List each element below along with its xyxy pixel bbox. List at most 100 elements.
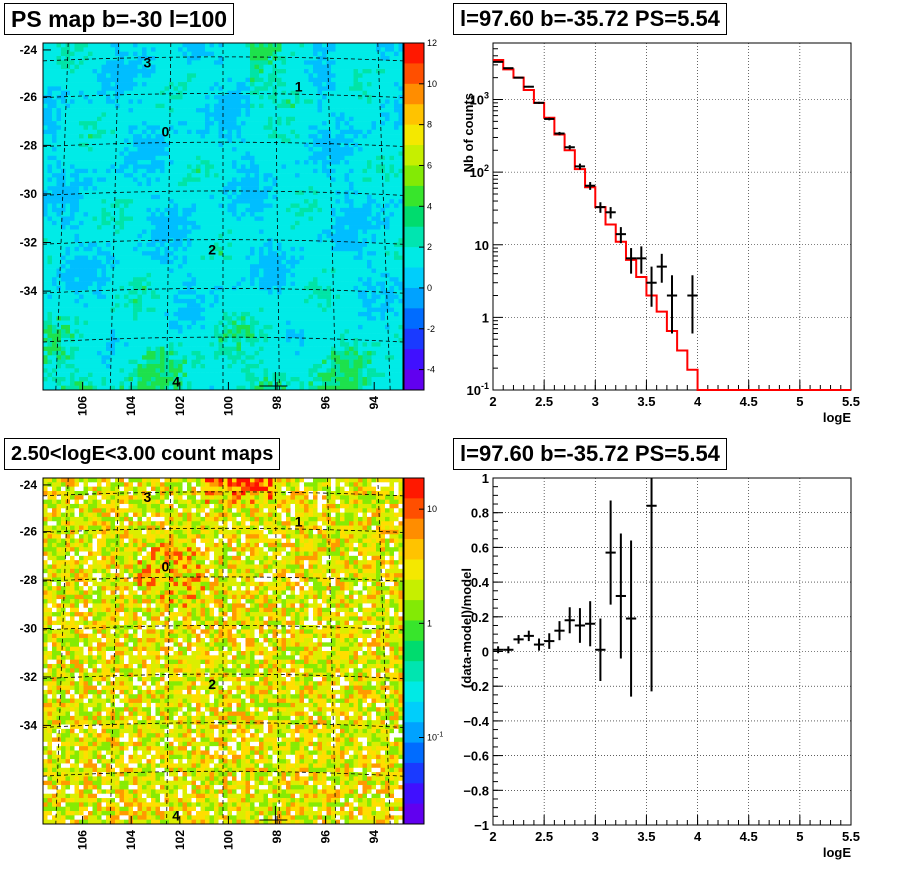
heat-cell <box>317 60 323 65</box>
heat-cell <box>200 151 206 157</box>
heat-cell <box>358 112 363 118</box>
heat-cell <box>232 298 237 304</box>
heat-cell <box>151 51 156 57</box>
heat-cell <box>236 294 242 300</box>
heat-cell <box>47 43 53 48</box>
heat-cell <box>308 251 314 256</box>
heat-cell <box>218 203 224 209</box>
heat-cell <box>286 203 291 209</box>
heat-cell <box>88 151 93 157</box>
heat-cell <box>164 60 170 65</box>
heat-cell <box>263 103 269 109</box>
heat-cell <box>101 285 107 291</box>
heat-cell <box>236 220 242 226</box>
heat-cell <box>151 103 156 109</box>
heat-cell <box>43 43 48 48</box>
heat-cell <box>155 112 161 118</box>
heat-cell <box>245 134 251 139</box>
heat-cell <box>61 194 66 200</box>
heat-cell <box>232 43 237 48</box>
heat-cell <box>349 307 354 313</box>
heat-cell <box>304 112 309 118</box>
heat-cell <box>376 125 381 131</box>
heat-cell <box>380 99 386 105</box>
heat-cell <box>128 173 134 178</box>
heat-cell <box>124 272 129 278</box>
heat-cell <box>335 229 341 235</box>
heat-cell <box>178 142 183 148</box>
heat-cell <box>209 95 215 100</box>
heat-cell <box>146 307 152 313</box>
heat-cell <box>286 233 291 239</box>
heat-cell <box>173 307 179 313</box>
heat-cell <box>227 116 233 122</box>
heat-cell <box>110 277 116 282</box>
heat-cell <box>232 281 237 287</box>
heat-cell <box>47 69 53 74</box>
heat-cell <box>344 164 350 170</box>
heat-cell <box>110 99 116 105</box>
heat-cell <box>83 43 89 48</box>
heat-cell <box>335 259 341 265</box>
heat-cell <box>358 177 363 183</box>
heat-cell <box>209 138 215 144</box>
heat-cell <box>142 186 147 191</box>
heat-cell <box>133 272 138 278</box>
heat-cell <box>61 142 66 148</box>
heat-cell <box>272 173 278 178</box>
heat-cell <box>380 281 386 287</box>
heat-cell <box>52 69 57 74</box>
heat-cell <box>209 216 215 222</box>
heat-cell <box>367 43 372 48</box>
heat-cell <box>133 99 138 105</box>
heat-cell <box>331 212 336 217</box>
heat-cell <box>367 47 372 52</box>
heat-cell <box>277 138 282 144</box>
heat-cell <box>119 290 125 295</box>
heat-cell <box>124 229 129 235</box>
heat-cell <box>191 207 197 213</box>
heat-cell <box>101 51 107 57</box>
heat-cell <box>65 294 71 300</box>
heat-cell <box>115 64 120 70</box>
heat-cell <box>340 95 345 100</box>
heat-cell <box>299 277 305 282</box>
heat-cell <box>236 155 242 161</box>
heat-cell <box>389 242 395 248</box>
heat-cell <box>254 290 260 295</box>
heat-cell <box>155 303 161 308</box>
heat-cell <box>335 264 341 269</box>
heat-cell <box>290 47 296 52</box>
heat-cell <box>160 43 165 48</box>
heat-cell <box>173 151 179 157</box>
heat-cell <box>281 255 287 261</box>
heat-cell <box>304 64 309 70</box>
heat-cell <box>349 194 354 200</box>
heat-cell <box>191 259 197 265</box>
heat-cell <box>56 203 62 209</box>
heat-cell <box>52 108 57 113</box>
heat-cell <box>115 199 120 204</box>
heat-cell <box>151 311 156 317</box>
heat-cell <box>317 155 323 161</box>
heat-cell <box>268 121 273 126</box>
heat-cell <box>83 194 89 200</box>
heat-cell <box>133 255 138 261</box>
heat-cell <box>200 129 206 135</box>
heat-cell <box>299 298 305 304</box>
heat-cell <box>47 285 53 291</box>
heat-cell <box>394 264 399 269</box>
heat-cell <box>110 125 116 131</box>
heat-cell <box>155 272 161 278</box>
heat-cell <box>367 199 372 204</box>
heat-cell <box>272 121 278 126</box>
heat-cell <box>65 272 71 278</box>
heat-cell <box>209 303 215 308</box>
heat-cell <box>187 51 192 57</box>
heat-cell <box>209 151 215 157</box>
heat-cell <box>214 194 219 200</box>
heat-cell <box>173 90 179 96</box>
heat-cell <box>142 82 147 87</box>
heat-cell <box>286 294 291 300</box>
heat-cell <box>223 207 228 213</box>
